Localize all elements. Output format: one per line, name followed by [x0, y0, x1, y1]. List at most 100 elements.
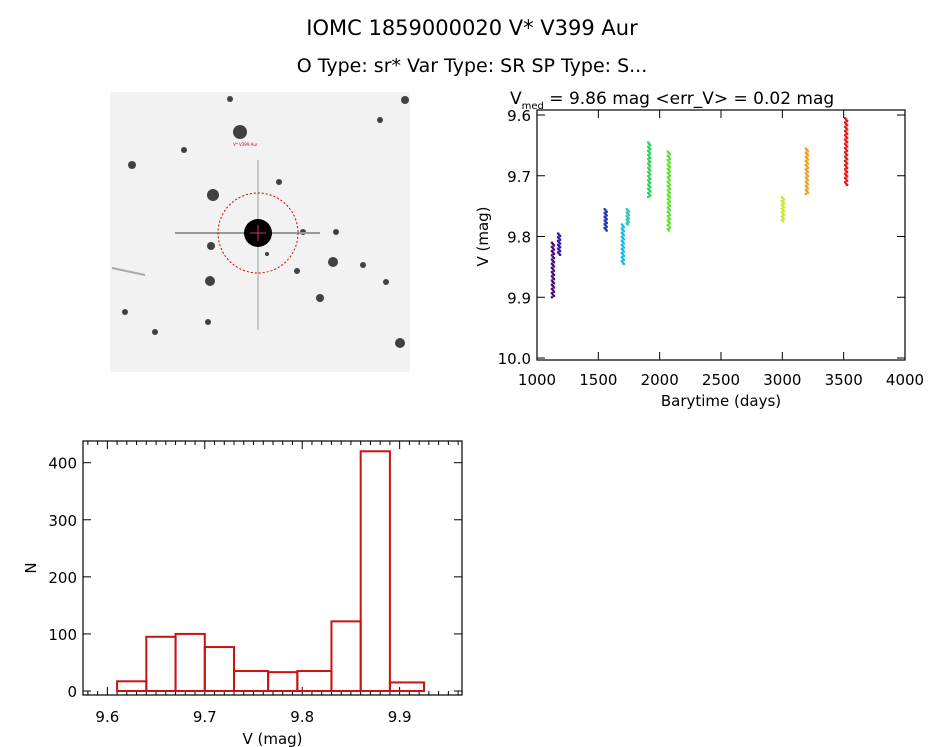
data-point — [845, 162, 849, 165]
x-tick-label: 9.9 — [388, 708, 412, 726]
data-point — [667, 207, 671, 211]
chart-title: IOMC 1859000020 V* V399 Aur — [306, 16, 638, 40]
data-point — [782, 217, 786, 220]
data-point — [667, 177, 671, 180]
data-point — [845, 171, 849, 174]
data-point — [666, 215, 670, 218]
data-point — [558, 234, 562, 238]
data-point — [782, 213, 786, 217]
data-point — [648, 167, 651, 171]
data-point — [649, 148, 652, 151]
data-point — [844, 165, 848, 168]
data-point — [551, 272, 555, 275]
data-point — [668, 226, 672, 229]
data-point — [627, 214, 630, 217]
data-point — [668, 222, 672, 225]
data-point — [667, 229, 671, 232]
data-point — [668, 183, 672, 186]
data-point — [843, 117, 847, 120]
data-point — [552, 261, 556, 264]
data-point — [622, 246, 626, 249]
data-point — [666, 189, 670, 192]
data-point — [557, 241, 561, 244]
data-point — [806, 179, 810, 182]
x-tick-label: 4000 — [886, 371, 924, 389]
data-point — [621, 224, 625, 227]
data-point — [781, 197, 785, 200]
data-point — [805, 165, 809, 168]
data-point — [806, 183, 810, 186]
data-point — [556, 243, 560, 246]
data-point — [627, 221, 630, 224]
histogram-bar — [330, 620, 362, 693]
data-point — [805, 181, 809, 185]
data-point — [621, 232, 625, 236]
histogram-bar — [203, 646, 236, 693]
data-point — [668, 153, 672, 156]
data-point — [667, 160, 671, 163]
data-point — [667, 169, 671, 172]
data-point — [557, 244, 561, 248]
data-point — [805, 161, 809, 164]
data-point — [622, 258, 626, 261]
data-point — [804, 180, 808, 183]
data-point — [668, 161, 672, 165]
data-point — [621, 236, 625, 240]
data-point — [552, 278, 556, 281]
data-point — [551, 251, 555, 254]
data-point — [648, 142, 651, 145]
data-point — [843, 125, 847, 128]
data-point — [648, 159, 651, 162]
data-point — [604, 224, 607, 227]
data-point — [668, 174, 672, 178]
data-point — [845, 132, 849, 135]
data-point — [666, 206, 670, 209]
data-point — [844, 173, 848, 177]
data-point — [668, 217, 672, 221]
data-point — [557, 233, 561, 236]
data-point — [621, 257, 625, 260]
y-tick-label: 9.8 — [507, 229, 531, 247]
data-point — [806, 175, 810, 178]
x-tick-label: 1000 — [518, 371, 556, 389]
data-point — [667, 199, 671, 202]
data-point — [844, 131, 848, 134]
data-point — [845, 154, 849, 157]
plot-frame — [82, 440, 463, 696]
data-point — [845, 179, 849, 182]
data-point — [649, 160, 652, 164]
data-point — [604, 209, 607, 212]
data-point — [627, 217, 630, 220]
data-point — [666, 167, 670, 170]
data-point — [620, 227, 624, 230]
data-point — [843, 163, 847, 167]
data-point — [805, 148, 809, 151]
data-point — [556, 232, 560, 235]
data-point — [667, 225, 671, 228]
data-point — [666, 180, 670, 183]
data-point — [558, 238, 562, 241]
data-point — [620, 223, 624, 226]
data-point — [551, 293, 555, 296]
data-point — [844, 178, 848, 181]
data-point — [805, 177, 809, 180]
x-tick-label: 9.8 — [290, 708, 314, 726]
data-point — [668, 192, 672, 195]
data-point — [668, 209, 672, 212]
data-point — [622, 262, 626, 266]
data-point — [627, 210, 630, 213]
data-point — [668, 166, 672, 169]
title-v: V — [510, 89, 522, 109]
data-point — [782, 210, 786, 213]
data-point — [604, 228, 607, 231]
y-tick-label: 10.0 — [498, 350, 531, 368]
x-axis-label: Barytime (days) — [661, 392, 781, 410]
data-point — [843, 134, 847, 137]
data-point — [620, 251, 624, 255]
data-point — [550, 249, 554, 253]
data-point — [781, 220, 785, 223]
data-point — [621, 241, 625, 244]
title-rest: = 9.86 mag <err_V> = 0.02 mag — [544, 89, 834, 109]
